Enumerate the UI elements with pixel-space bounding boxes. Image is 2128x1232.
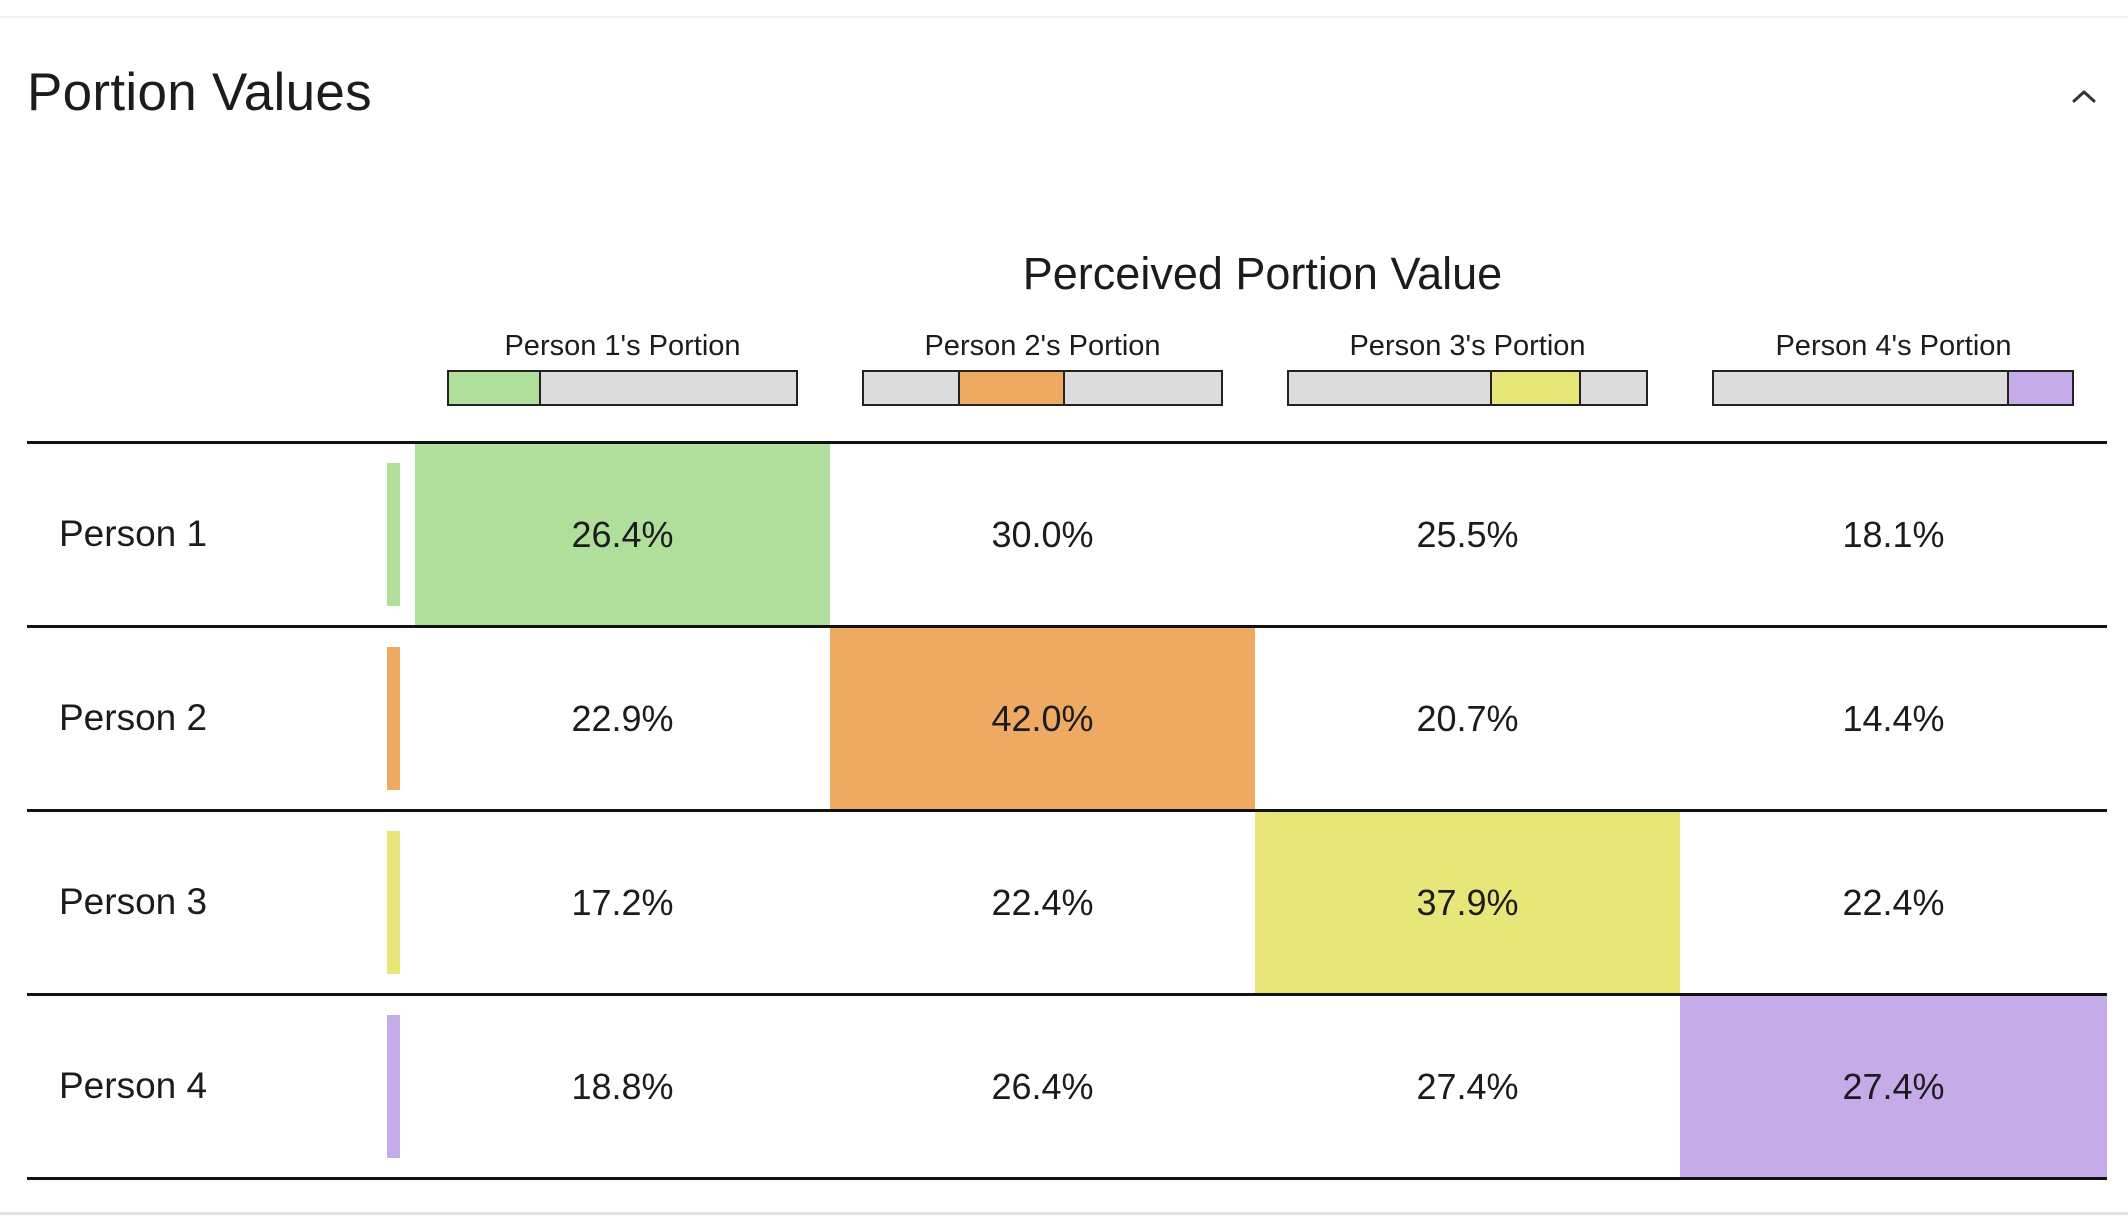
table-cell: 25.5% <box>1416 513 1519 555</box>
table-cell-highlighted: 37.9% <box>1255 812 1680 993</box>
column-header-person-2: Person 2's Portion <box>924 330 1161 362</box>
portion-bar-segment <box>1490 372 1582 404</box>
collapse-button[interactable] <box>2064 76 2104 116</box>
column-header-person-1: Person 1's Portion <box>504 330 741 362</box>
table-cell: 27.4% <box>1416 1065 1519 1107</box>
row-label-person-2: Person 2 <box>59 697 208 738</box>
row-divider <box>27 625 2107 628</box>
table-cell: 18.1% <box>1842 513 1945 555</box>
portion-bar-person-3 <box>1287 370 1648 406</box>
row-divider <box>27 441 2107 444</box>
table-group-title: Perceived Portion Value <box>1022 248 1503 299</box>
row-color-swatch <box>387 463 400 606</box>
portion-bar-segment <box>2007 372 2072 404</box>
row-divider <box>27 809 2107 812</box>
table-cell: 20.7% <box>1416 697 1519 739</box>
portion-bar-segment <box>958 372 1066 404</box>
table-cell-highlighted: 26.4% <box>415 444 830 625</box>
table-cell: 30.0% <box>991 513 1094 555</box>
bottom-divider <box>0 1212 2128 1215</box>
row-color-swatch <box>387 831 400 974</box>
portion-bar-person-4 <box>1712 370 2074 406</box>
row-divider <box>27 993 2107 996</box>
table-cell: 18.8% <box>571 1065 674 1107</box>
column-header-person-4: Person 4's Portion <box>1775 330 2012 362</box>
table-cell: 14.4% <box>1842 697 1945 739</box>
chevron-up-icon <box>2072 90 2096 103</box>
table-cell: 22.9% <box>571 697 674 739</box>
table-cell-highlighted: 27.4% <box>1680 996 2107 1177</box>
row-color-swatch <box>387 647 400 790</box>
portion-bar-person-2 <box>862 370 1223 406</box>
top-divider <box>0 16 2128 18</box>
column-header-person-3: Person 3's Portion <box>1349 330 1586 362</box>
table-cell: 17.2% <box>571 881 674 923</box>
table-cell: 26.4% <box>991 1065 1094 1107</box>
row-color-swatch <box>387 1015 400 1158</box>
table-cell-highlighted: 42.0% <box>830 628 1255 809</box>
row-label-person-1: Person 1 <box>59 513 208 554</box>
table-cell: 22.4% <box>1842 881 1945 923</box>
row-label-person-4: Person 4 <box>59 1065 208 1106</box>
portion-bar-person-1 <box>447 370 798 406</box>
row-divider <box>27 1177 2107 1180</box>
table-cell: 22.4% <box>991 881 1094 923</box>
portion-bar-segment <box>449 372 541 404</box>
row-label-person-3: Person 3 <box>59 881 208 922</box>
panel-title: Portion Values <box>27 63 372 122</box>
